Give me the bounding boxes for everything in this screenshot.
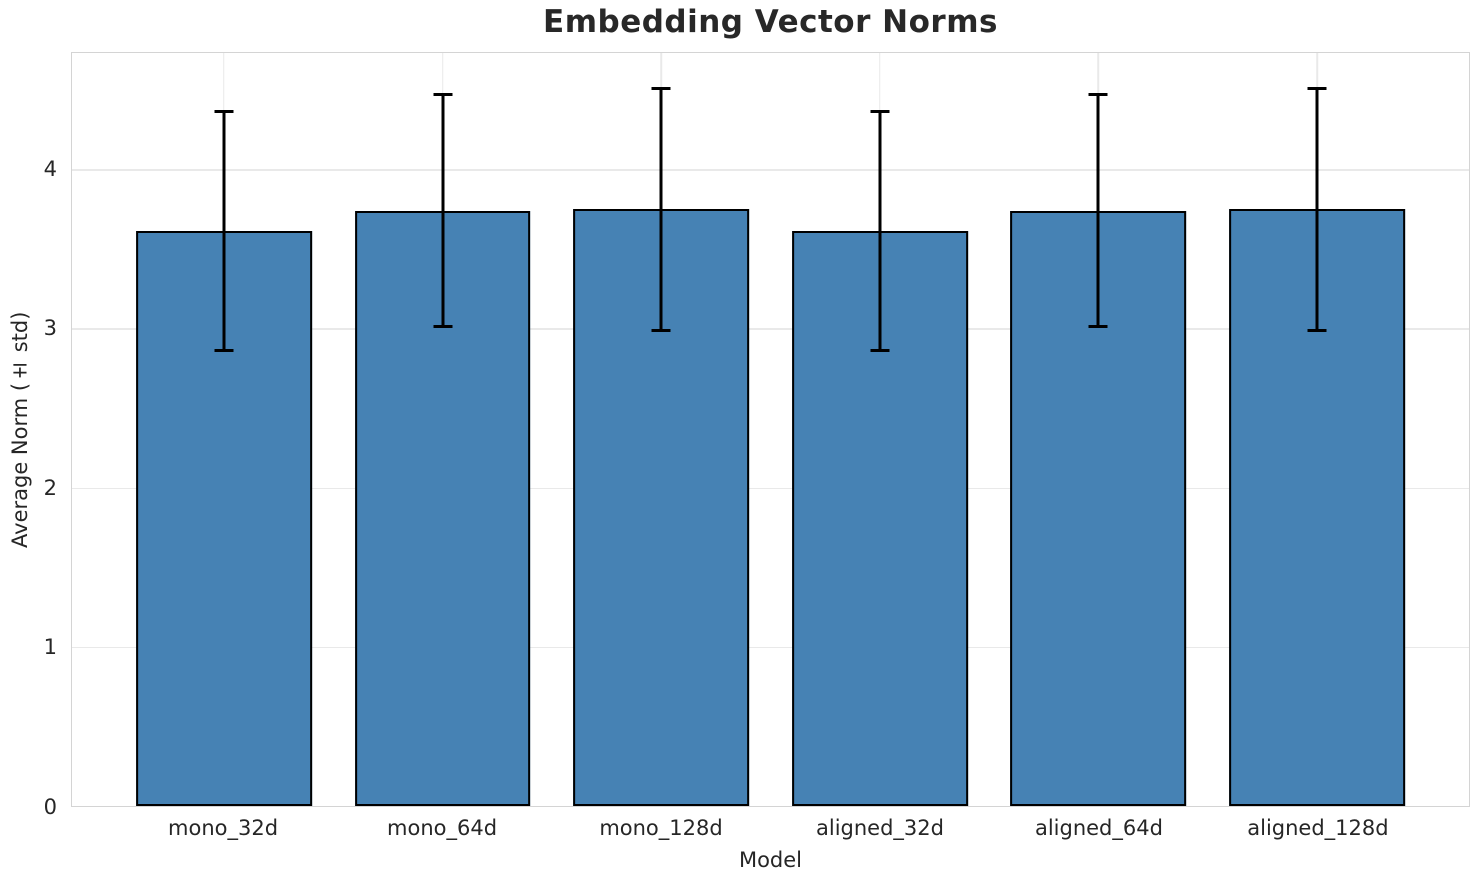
x-axis-label: Model	[738, 848, 803, 872]
error-bar-cap	[433, 92, 452, 96]
error-bar-cap	[433, 325, 452, 329]
x-tick-label: aligned_32d	[815, 816, 944, 840]
error-bar-cap	[1307, 328, 1327, 332]
x-tick-label: mono_128d	[599, 816, 723, 840]
y-tick-label: 2	[43, 475, 57, 500]
error-bar-cap	[1307, 86, 1327, 90]
error-bar-stem	[1096, 94, 1100, 327]
chart-title: Embedding Vector Norms	[543, 4, 998, 40]
y-tick-label: 4	[43, 156, 57, 181]
error-bar-stem	[878, 111, 882, 351]
error-bar-cap	[214, 349, 234, 353]
error-bar-cap	[651, 86, 671, 90]
x-tick-label: mono_32d	[168, 816, 279, 840]
horizontal-gridline	[72, 487, 1469, 490]
x-tick-label: aligned_128d	[1247, 816, 1389, 840]
error-bar-cap	[870, 110, 890, 114]
x-tick-label: aligned_64d	[1034, 816, 1163, 840]
error-bar-cap	[1088, 325, 1108, 329]
error-bar-stem	[441, 94, 444, 327]
y-tick-label: 1	[43, 635, 57, 660]
error-bar-cap	[870, 349, 890, 353]
error-bar-cap	[651, 328, 671, 332]
horizontal-gridline	[72, 646, 1469, 649]
error-bar-stem	[1315, 88, 1319, 331]
y-tick-label: 0	[43, 795, 57, 819]
bar-aligned_128d	[1229, 209, 1406, 806]
error-bar-stem	[222, 111, 226, 351]
plot-area	[71, 52, 1470, 807]
horizontal-gridline	[72, 328, 1469, 330]
error-bar-stem	[659, 88, 663, 331]
error-bar-cap	[1088, 92, 1108, 96]
x-tick-label: mono_64d	[387, 816, 498, 840]
horizontal-gridline	[72, 169, 1469, 171]
error-bar-cap	[214, 110, 234, 114]
y-tick-label: 3	[43, 316, 57, 341]
